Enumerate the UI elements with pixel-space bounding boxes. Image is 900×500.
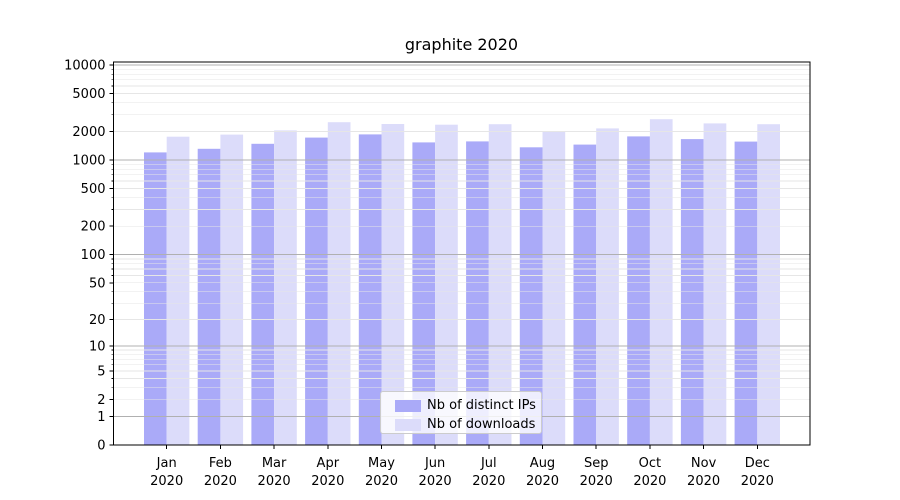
bar-distinct-ips-mar (251, 143, 275, 446)
legend-swatch-distinct-ips (395, 399, 421, 412)
bar-distinct-ips-apr (305, 137, 328, 445)
x-tick-year-feb: 2020 (204, 474, 237, 489)
x-tick-year-apr: 2020 (311, 474, 344, 489)
x-axis-group: Jan 2020 Feb 2020 Mar 2020 Apr 2020 May 2020 Jun 20… (150, 445, 774, 489)
bar-distinct-ips-jul (466, 141, 489, 445)
y-tick-label-200: 200 (81, 220, 106, 235)
legend-swatch-downloads (395, 418, 421, 431)
bar-distinct-ips-aug (519, 147, 543, 446)
legend-entry-downloads: Nb of downloads (395, 415, 541, 434)
bar-distinct-ips-sep (573, 144, 597, 445)
y-tick-label-2: 2 (97, 393, 105, 408)
x-tick-year-oct: 2020 (633, 474, 666, 489)
bar-downloads-apr (327, 122, 351, 445)
y-axis-group: 0 1 2 5 10 20 50 100 200 500 1000 2000 5000 10000 (64, 59, 114, 454)
chart-title: graphite 2020 (404, 35, 519, 54)
x-tick-label-nov: Nov (691, 456, 717, 471)
y-tick-label-50: 50 (89, 276, 106, 291)
y-tick-label-10000: 10000 (64, 59, 105, 74)
x-tick-label-oct: Oct (639, 456, 661, 471)
x-tick-year-jan: 2020 (150, 474, 183, 489)
bar-distinct-ips-feb (197, 148, 221, 446)
y-tick-label-20: 20 (89, 313, 106, 328)
bar-downloads-nov (703, 123, 727, 446)
bar-downloads-aug (542, 131, 566, 445)
chart-legend: Nb of distinct IPs Nb of downloads (380, 391, 542, 434)
y-tick-label-2000: 2000 (72, 125, 105, 140)
y-tick-label-100: 100 (81, 248, 106, 263)
x-tick-year-nov: 2020 (687, 474, 720, 489)
x-tick-label-jan: Jan (156, 456, 177, 471)
x-tick-label-aug: Aug (530, 456, 555, 471)
bar-downloads-mar (274, 130, 297, 445)
x-tick-label-feb: Feb (209, 456, 232, 471)
bar-downloads-dec (757, 124, 780, 445)
y-tick-label-1: 1 (97, 410, 105, 425)
y-tick-label-5000: 5000 (72, 87, 105, 102)
x-tick-label-mar: Mar (262, 456, 287, 471)
x-tick-year-jun: 2020 (419, 474, 452, 489)
x-tick-year-jul: 2020 (472, 474, 505, 489)
y-tick-label-0: 0 (97, 439, 105, 454)
bar-downloads-sep (596, 128, 619, 445)
x-tick-label-jul: Jul (480, 456, 497, 471)
y-tick-label-5: 5 (97, 365, 105, 380)
y-tick-label-1000: 1000 (72, 154, 105, 169)
x-tick-year-sep: 2020 (580, 474, 613, 489)
bar-downloads-feb (220, 134, 244, 445)
bar-distinct-ips-dec (734, 141, 758, 445)
x-tick-label-sep: Sep (584, 456, 609, 471)
x-tick-label-jun: Jun (424, 456, 445, 471)
bar-distinct-ips-may (358, 134, 382, 445)
x-tick-label-dec: Dec (745, 456, 770, 471)
plot-border (113, 61, 811, 446)
legend-label-distinct-ips: Nb of distinct IPs (427, 398, 536, 413)
x-tick-year-dec: 2020 (741, 474, 774, 489)
bar-distinct-ips-jan (144, 152, 167, 445)
legend-label-downloads: Nb of downloads (427, 417, 536, 432)
bar-distinct-ips-oct (627, 136, 650, 445)
x-tick-year-aug: 2020 (526, 474, 559, 489)
x-tick-year-mar: 2020 (258, 474, 291, 489)
legend-entry-distinct-ips: Nb of distinct IPs (395, 396, 541, 415)
x-tick-year-may: 2020 (365, 474, 398, 489)
gridlines-group (113, 64, 810, 417)
x-tick-label-apr: Apr (317, 456, 340, 471)
y-tick-label-10: 10 (89, 340, 106, 355)
x-tick-label-may: May (368, 456, 395, 471)
bar-downloads-jan (166, 136, 190, 445)
bar-downloads-oct (649, 119, 673, 445)
y-tick-label-500: 500 (81, 182, 106, 197)
bar-distinct-ips-jun (412, 142, 436, 445)
